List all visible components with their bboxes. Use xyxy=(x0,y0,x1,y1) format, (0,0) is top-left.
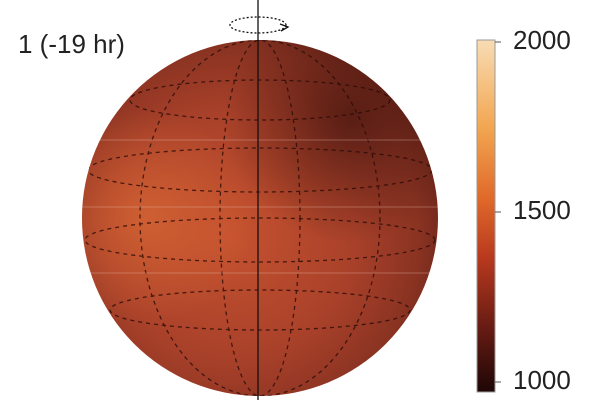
tick-label: 1500 xyxy=(513,195,571,225)
tick-label: 2000 xyxy=(513,25,571,55)
page: 1 (-19 hr) 100015002000 (() xyxy=(0,0,599,400)
colorbar: 1000 1500 2000 xyxy=(477,25,571,395)
figure: 1 (-19 hr) 1000 1500 2000 xyxy=(0,0,599,400)
tick-label: 1000 xyxy=(513,365,571,395)
planet xyxy=(80,0,440,400)
panel-label: 1 (-19 hr) xyxy=(18,29,125,59)
